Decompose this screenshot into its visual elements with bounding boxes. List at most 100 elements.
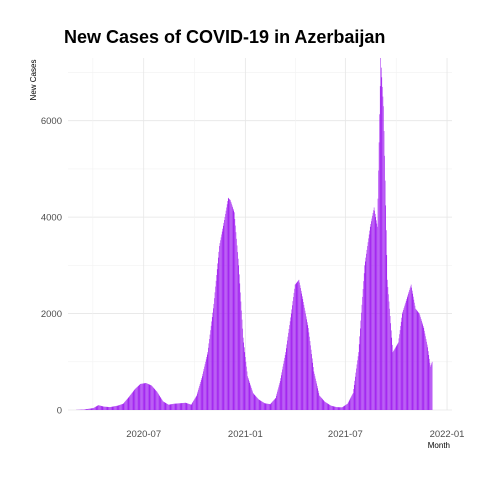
bar — [167, 404, 168, 410]
bar — [211, 321, 212, 410]
bar — [107, 406, 109, 410]
bar — [100, 405, 101, 410]
bar — [289, 325, 290, 410]
bar — [286, 344, 288, 410]
bar — [404, 306, 405, 410]
bar — [135, 388, 136, 410]
bar — [216, 269, 218, 410]
bar — [225, 213, 226, 410]
bar — [418, 312, 420, 410]
bar — [260, 400, 261, 410]
bar — [143, 383, 144, 410]
bar — [164, 402, 166, 410]
y-axis-title: New Cases — [29, 60, 38, 101]
bar — [318, 390, 319, 410]
bar — [367, 246, 368, 410]
bar — [418, 312, 419, 410]
bar — [224, 220, 225, 410]
bar — [306, 322, 308, 410]
bar — [353, 384, 355, 410]
bar — [297, 281, 298, 410]
bar — [226, 207, 227, 410]
bar — [292, 301, 294, 410]
bar — [387, 287, 389, 410]
bar — [311, 358, 313, 410]
bar — [356, 364, 358, 410]
bar — [360, 328, 361, 410]
bar — [335, 406, 337, 410]
bar — [160, 397, 162, 410]
bar — [218, 257, 219, 410]
bar — [178, 403, 180, 410]
bar — [99, 405, 100, 410]
bar — [161, 399, 163, 410]
bar — [383, 106, 384, 410]
bar — [366, 249, 368, 410]
bar — [269, 404, 270, 410]
bar — [179, 403, 181, 410]
bar — [159, 396, 160, 410]
bar — [163, 401, 164, 410]
bar — [209, 338, 210, 410]
bar — [265, 403, 267, 410]
bar — [351, 395, 353, 410]
bar — [110, 406, 112, 410]
bar — [360, 320, 362, 410]
bar — [223, 222, 225, 410]
bar — [188, 403, 190, 410]
bar — [248, 379, 249, 410]
bar — [276, 395, 277, 410]
bar — [183, 402, 184, 410]
bar — [213, 308, 214, 410]
bar — [258, 399, 259, 410]
bar — [341, 407, 342, 410]
bar — [330, 405, 332, 410]
bar — [246, 371, 248, 410]
bar — [399, 334, 400, 410]
bar — [255, 395, 256, 410]
bar — [94, 407, 96, 410]
bar — [283, 363, 284, 410]
bar — [114, 406, 115, 410]
bar — [102, 406, 103, 410]
bar — [231, 205, 233, 410]
bar — [264, 403, 266, 410]
bar — [162, 401, 164, 410]
bar — [386, 255, 388, 410]
bar — [195, 396, 197, 410]
bar — [401, 317, 402, 410]
bar — [370, 224, 372, 410]
bar — [127, 397, 129, 410]
bar — [161, 398, 162, 410]
bar — [145, 383, 147, 410]
bar — [378, 170, 379, 410]
bar — [414, 305, 416, 410]
bar — [293, 292, 295, 410]
bar — [421, 320, 422, 410]
bar — [144, 383, 146, 410]
bar — [211, 317, 213, 410]
bar — [105, 406, 106, 410]
bar — [245, 356, 246, 410]
bar — [234, 218, 236, 410]
bar — [85, 409, 86, 410]
bar — [174, 403, 176, 410]
bar — [385, 205, 386, 410]
bar — [382, 86, 383, 411]
bar — [308, 332, 310, 410]
bar — [276, 393, 278, 410]
bar — [255, 396, 257, 410]
bar — [132, 392, 133, 410]
bar — [181, 403, 183, 410]
x-tick-labels: 2020-07 2021-01 2021-07 2022-01 — [126, 429, 464, 440]
bar — [250, 384, 251, 410]
bar — [266, 403, 267, 410]
y-tick-label: 2000 — [41, 309, 62, 320]
bar — [381, 77, 383, 410]
bar — [389, 315, 391, 410]
bar — [140, 383, 141, 410]
bar — [376, 223, 378, 410]
bar — [244, 352, 246, 410]
bar — [293, 297, 294, 410]
bar — [345, 405, 346, 410]
